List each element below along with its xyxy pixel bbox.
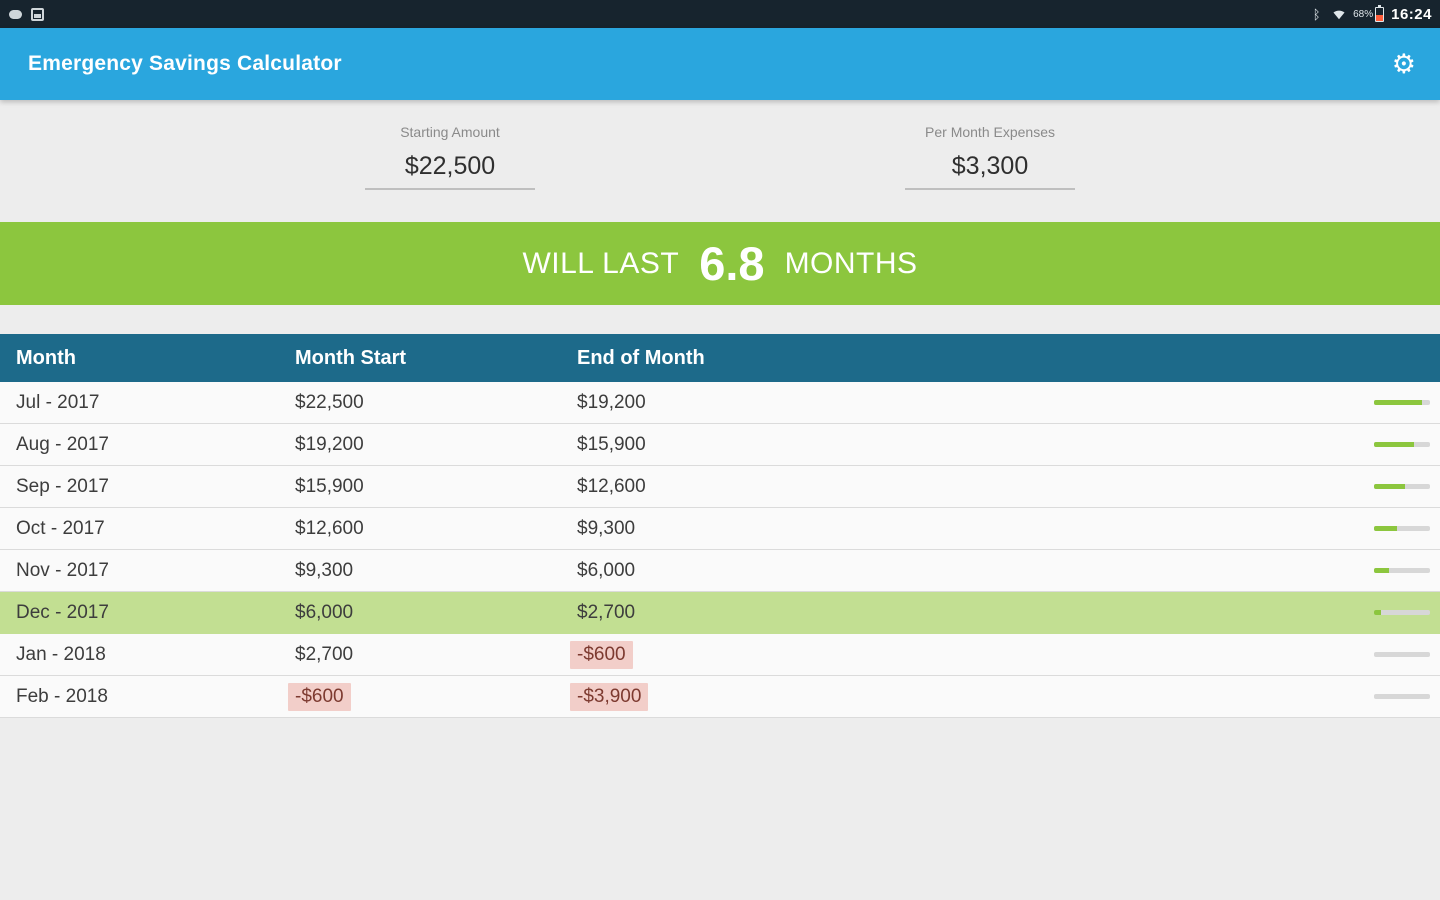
progress-bar-fill [1374,400,1422,405]
row-end-of-month: $6,000 [577,559,636,581]
per-month-expenses-label: Per Month Expenses [925,124,1055,140]
progress-bar [1374,526,1430,531]
progress-bar-fill [1374,526,1397,531]
table-header-row: Month Month Start End of Month [0,334,1440,382]
row-month: Aug - 2017 [16,433,109,455]
table-row: Feb - 2018 -$600 -$3,900 [0,676,1440,718]
gallery-icon [30,7,45,22]
per-month-expenses-group: Per Month Expenses $3,300 [860,124,1120,190]
row-end-of-month: $2,700 [577,601,636,623]
row-progress-cell [1350,610,1430,615]
page-background [0,718,1440,898]
row-month: Jul - 2017 [16,391,100,413]
result-months-value: 6.8 [699,237,765,290]
progress-bar [1374,400,1430,405]
progress-bar [1374,442,1430,447]
table-row: Nov - 2017 $9,300 $6,000 [0,550,1440,592]
starting-amount-underline [365,188,535,190]
status-time: 16:24 [1391,5,1432,23]
result-prefix: WILL LAST [522,246,680,280]
row-end-of-month: $15,900 [577,433,646,455]
progress-bar [1374,652,1430,657]
row-month-start: $2,700 [295,643,354,665]
progress-bar [1374,610,1430,615]
starting-amount-input[interactable]: $22,500 [404,152,496,180]
row-month: Dec - 2017 [16,601,109,623]
table-row: Jan - 2018 $2,700 -$600 [0,634,1440,676]
row-month-start: $19,200 [295,433,364,455]
status-icons-right: ᛒ 68% 16:24 [1309,4,1432,23]
row-month: Nov - 2017 [16,559,109,581]
wifi-icon [1331,7,1346,22]
battery-status: 68% [1353,4,1385,22]
row-end-of-month: $19,200 [577,391,646,413]
row-month-start: -$600 [288,682,577,711]
app-bar: Emergency Savings Calculator ⚙ [0,28,1440,100]
per-month-expenses-underline [905,188,1075,190]
starting-amount-label: Starting Amount [400,124,500,140]
row-progress-cell [1350,400,1430,405]
row-month-start: $6,000 [295,601,354,623]
row-progress-cell [1350,442,1430,447]
row-end-of-month: $12,600 [577,475,646,497]
row-progress-cell [1350,484,1430,489]
row-month-start: $12,600 [295,517,364,539]
progress-bar-fill [1374,484,1406,489]
battery-icon [1375,4,1385,22]
row-end-of-month-negative: -$3,900 [570,682,649,711]
row-month: Jan - 2018 [16,643,106,665]
status-icons-left [8,7,45,22]
row-progress-cell [1350,694,1430,699]
gear-icon[interactable]: ⚙ [1391,48,1416,79]
savings-table: Month Month Start End of Month Jul - 201… [0,334,1440,718]
result-suffix: MONTHS [784,246,918,280]
progress-bar [1374,694,1430,699]
progress-bar [1374,568,1430,573]
bluetooth-icon: ᛒ [1312,6,1321,22]
progress-bar-fill [1374,442,1414,447]
progress-bar-fill [1374,568,1390,573]
status-bar: ᛒ 68% 16:24 [0,0,1440,28]
progress-bar [1374,484,1430,489]
app-title: Emergency Savings Calculator [28,52,342,75]
table-row: Dec - 2017 $6,000 $2,700 [0,592,1440,634]
row-progress-cell [1350,568,1430,573]
table-header-end-of-month: End of Month [577,346,705,369]
table-row: Sep - 2017 $15,900 $12,600 [0,466,1440,508]
row-end-of-month: $9,300 [577,517,636,539]
progress-bar-fill [1374,610,1381,615]
row-end-of-month: -$600 [570,640,1350,669]
table-row: Jul - 2017 $22,500 $19,200 [0,382,1440,424]
row-month: Oct - 2017 [16,517,105,539]
battery-percent: 68% [1353,8,1374,20]
table-row: Oct - 2017 $12,600 $9,300 [0,508,1440,550]
inputs-section: Starting Amount $22,500 Per Month Expens… [0,100,1440,222]
row-month-start: $22,500 [295,391,364,413]
row-progress-cell [1350,652,1430,657]
result-banner: WILL LAST 6.8 MONTHS [0,222,1440,305]
per-month-expenses-input[interactable]: $3,300 [951,152,1029,180]
row-end-of-month: -$3,900 [570,682,1350,711]
table-header-month: Month [16,346,76,369]
table-body: Jul - 2017 $22,500 $19,200 Aug - 2017 $19,20… [0,382,1440,718]
row-progress-cell [1350,526,1430,531]
starting-amount-group: Starting Amount $22,500 [320,124,580,190]
quiet-mode-icon [8,7,23,22]
row-month: Sep - 2017 [16,475,109,497]
row-end-of-month-negative: -$600 [570,640,633,669]
table-row: Aug - 2017 $19,200 $15,900 [0,424,1440,466]
row-month-start: $15,900 [295,475,364,497]
table-header-month-start: Month Start [295,346,407,369]
section-gap [0,305,1440,334]
row-month-start-negative: -$600 [288,682,351,711]
row-month: Feb - 2018 [16,685,108,707]
row-month-start: $9,300 [295,559,354,581]
